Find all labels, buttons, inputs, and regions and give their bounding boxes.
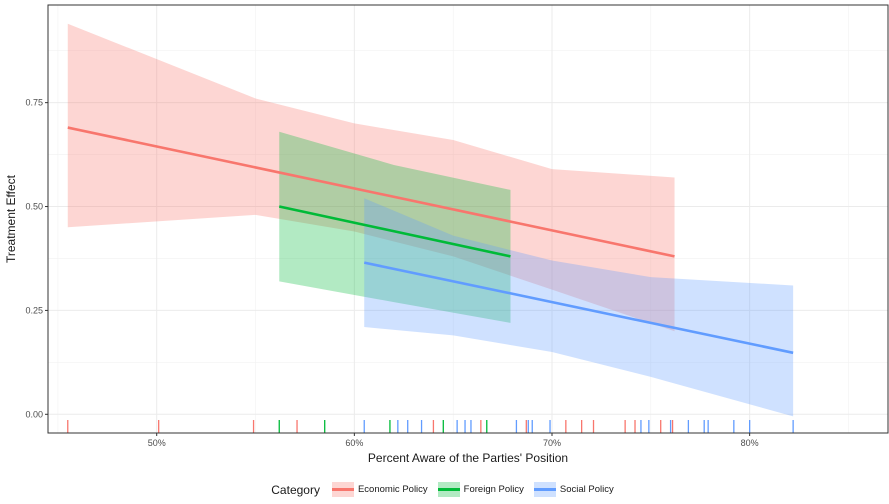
y-tick-label: 0.75: [25, 98, 43, 108]
legend-line-social: [533, 488, 556, 491]
x-tick-label: 60%: [345, 438, 363, 448]
trend-lines: [67, 126, 794, 355]
legend-key-foreign: [437, 482, 460, 497]
legend-label-economic: Economic Policy: [357, 484, 428, 495]
legend-item-social: Social Policy: [533, 482, 614, 497]
x-axis-label: Percent Aware of the Parties' Position: [368, 451, 568, 465]
minor-gridlines: [48, 5, 888, 433]
trend-line-series-2: [363, 261, 794, 355]
panel-border: [47, 4, 889, 434]
y-tick-label: 0.25: [25, 305, 43, 315]
legend-line-economic: [331, 488, 354, 491]
legend-label-social: Social Policy: [559, 484, 614, 495]
legend: Category Economic Policy Foreign Policy …: [0, 482, 889, 497]
panel-background: [48, 5, 888, 433]
y-axis: 0.00 0.25 0.50 0.75: [25, 98, 48, 419]
x-tick-label: 70%: [543, 438, 561, 448]
legend-item-economic: Economic Policy: [331, 482, 428, 497]
x-axis: 50% 60% 70% 80%: [148, 433, 759, 448]
x-tick-label: 80%: [741, 438, 759, 448]
trend-line-series-1: [278, 205, 511, 258]
legend-title: Category: [271, 482, 320, 497]
y-tick-label: 0.50: [25, 202, 43, 212]
legend-item-foreign: Foreign Policy: [437, 482, 524, 497]
legend-key-economic: [331, 482, 354, 497]
rug-marks: [67, 420, 794, 433]
legend-key-social: [533, 482, 556, 497]
trend-line-series-0: [67, 126, 675, 258]
ribbon-series-1: [279, 131, 511, 323]
x-tick-label: 50%: [148, 438, 166, 448]
legend-label-foreign: Foreign Policy: [463, 484, 524, 495]
y-axis-label: Treatment Effect: [4, 174, 18, 263]
major-gridlines: [48, 5, 888, 433]
legend-line-foreign: [437, 488, 460, 491]
ribbon-series-0: [67, 23, 675, 332]
y-tick-label: 0.00: [25, 409, 43, 419]
